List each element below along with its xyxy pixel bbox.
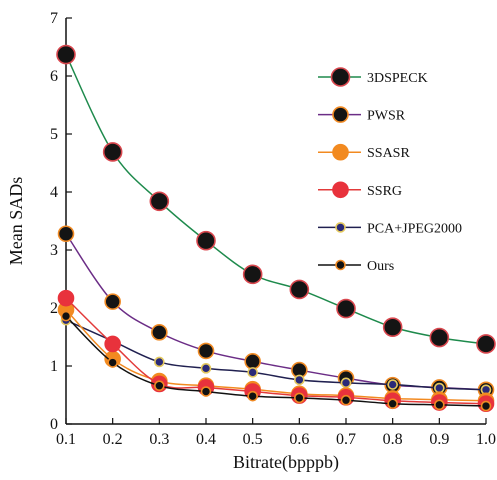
x-tick-label: 0.4	[196, 431, 216, 448]
data-point-pwsr	[104, 293, 121, 310]
data-point-pca-jpeg2000	[294, 374, 305, 386]
data-point-ours	[60, 310, 72, 322]
data-point-3dspeck	[382, 317, 403, 337]
y-tick-label: 2	[50, 300, 58, 317]
legend-item-ssrg: SSRG	[318, 181, 402, 199]
data-point-ours	[294, 392, 305, 404]
y-tick-label: 0	[50, 416, 58, 433]
series-3dspeck	[56, 44, 496, 354]
data-point-3dspeck	[196, 230, 216, 251]
data-point-3dspeck	[149, 191, 170, 212]
legend: 3DSPECK PWSR SSASR SSRG PCA+JPEG2000 Ours	[318, 67, 462, 274]
legend-label-ssasr: SSASR	[367, 146, 410, 161]
series-line-ssrg	[65, 297, 487, 405]
legend-item-pca-jpeg2000: PCA+JPEG2000	[318, 221, 462, 236]
series-line-ours	[65, 315, 487, 407]
data-point-ours	[200, 386, 212, 397]
data-point-ours	[340, 394, 352, 406]
x-tick-label: 0.2	[103, 431, 123, 448]
data-point-ours	[107, 357, 118, 368]
legend-label-pca-jpeg2000: PCA+JPEG2000	[367, 221, 462, 236]
legend-item-ssasr: SSASR	[318, 143, 410, 161]
x-tick-label: 1.0	[476, 431, 496, 448]
legend-item-3dspeck: 3DSPECK	[318, 67, 428, 87]
data-point-pca-jpeg2000	[387, 379, 398, 390]
legend-label-3dspeck: 3DSPECK	[367, 71, 428, 86]
data-point-3dspeck	[429, 327, 450, 348]
data-point-pca-jpeg2000	[434, 382, 445, 394]
legend-label-ssrg: SSRG	[367, 184, 402, 199]
legend-marker-pca-jpeg2000	[335, 222, 346, 233]
data-point-ours	[387, 398, 398, 410]
y-tick-label: 5	[50, 126, 58, 143]
data-point-pca-jpeg2000	[200, 363, 212, 374]
data-point-pca-jpeg2000	[154, 356, 165, 368]
x-tick-label: 0.9	[429, 431, 449, 448]
data-point-3dspeck	[476, 334, 496, 354]
legend-marker-ssrg	[332, 181, 349, 199]
legend-label-ours: Ours	[367, 259, 394, 274]
data-point-pca-jpeg2000	[247, 367, 258, 378]
y-tick-label: 3	[50, 242, 58, 259]
data-point-3dspeck	[336, 298, 356, 319]
data-point-ours	[154, 380, 165, 392]
data-point-3dspeck	[56, 44, 76, 65]
data-point-3dspeck	[289, 279, 310, 300]
y-tick-label: 6	[50, 68, 58, 85]
series-ssrg	[57, 289, 495, 413]
x-tick-label: 0.1	[56, 431, 76, 448]
data-point-pwsr	[57, 225, 75, 243]
series-pca-jpeg2000	[60, 314, 492, 396]
legend-item-pwsr: PWSR	[318, 106, 406, 124]
x-tick-label: 0.7	[336, 431, 356, 448]
legend-marker-ours	[335, 259, 346, 271]
y-tick-label: 4	[50, 184, 58, 201]
data-point-pwsr	[151, 324, 168, 341]
x-tick-label: 0.3	[149, 431, 169, 448]
y-tick-label: 1	[50, 358, 58, 375]
legend-label-pwsr: PWSR	[367, 109, 406, 124]
data-point-ours	[247, 390, 258, 402]
data-point-ssrg	[104, 335, 121, 353]
series-line-ssasr	[65, 309, 487, 402]
y-axis-label: Mean SADs	[6, 177, 26, 266]
x-tick-label: 0.5	[243, 431, 263, 448]
legend-marker-3dspeck	[330, 67, 351, 87]
data-point-ours	[480, 400, 492, 412]
x-tick-label: 0.8	[383, 431, 403, 448]
legend-marker-pwsr	[332, 106, 349, 123]
y-tick-label: 7	[50, 10, 58, 27]
x-axis-label: Bitrate(bpppb)	[233, 452, 339, 473]
legend-marker-ssasr	[332, 143, 349, 161]
x-tick-label: 0.6	[289, 431, 309, 448]
data-point-ours	[434, 399, 445, 411]
data-point-pwsr	[244, 353, 261, 370]
series-line-pwsr	[65, 233, 487, 391]
series-pwsr	[57, 225, 495, 399]
data-point-pca-jpeg2000	[340, 377, 352, 389]
data-point-3dspeck	[102, 142, 123, 162]
data-point-3dspeck	[242, 264, 263, 285]
legend-item-ours: Ours	[318, 259, 394, 274]
data-point-pwsr	[197, 342, 215, 360]
series-ours	[60, 310, 492, 412]
axes: 0 1 2 3 4 5 6 7 0.1 0.2 0.3 0.4 0.5 0.6 0.7 0.8 0.9 1.0	[50, 10, 496, 448]
series-line-pca-jpeg2000	[65, 319, 487, 391]
data-point-ssrg	[57, 289, 75, 307]
series-line-3dspeck	[65, 54, 487, 345]
series-layer	[56, 44, 496, 413]
